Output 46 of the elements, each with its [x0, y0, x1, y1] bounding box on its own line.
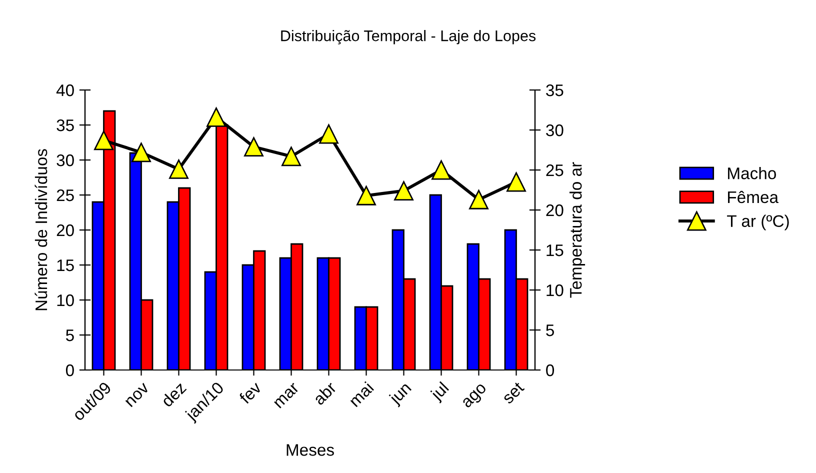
y2-tick-label: 5	[546, 324, 554, 336]
y-tick-label: 0	[66, 364, 74, 376]
y-tick-label: 40	[56, 84, 74, 96]
point	[94, 130, 114, 150]
x-tick-label: mai	[348, 381, 374, 408]
x-tick-label: fev	[238, 380, 262, 405]
point	[206, 107, 226, 127]
y-tick-label: 30	[56, 154, 74, 166]
y-tick-label: 35	[56, 119, 74, 132]
point	[506, 172, 526, 192]
point	[356, 186, 376, 206]
point	[394, 181, 414, 201]
y-axis-title: Número de Indivíduos	[34, 149, 48, 310]
y2-tick-label: 0	[546, 364, 554, 376]
x-tick-label: nov	[125, 382, 150, 408]
y-tick-label: 15	[57, 260, 74, 272]
y2-tick-label: 15	[546, 244, 564, 256]
y-tick-label: 5	[66, 330, 74, 342]
y2-axis-title: Temperatura do ar	[570, 162, 586, 298]
x-tick-label: mar	[274, 382, 300, 409]
point	[169, 159, 188, 179]
y-tick-label: 10	[57, 294, 74, 306]
legend-label: T ar (ºC)	[727, 214, 789, 230]
x-tick-label: abr	[312, 380, 338, 406]
point	[244, 137, 264, 157]
point	[132, 142, 151, 162]
x-tick-label: jul	[429, 381, 452, 404]
y2-tick-label: 25	[546, 164, 564, 176]
chart-title: Distribuição Temporal - Laje do Lopes	[281, 30, 536, 44]
point	[282, 146, 301, 166]
point	[319, 124, 338, 144]
y2-tick-label: 30	[546, 124, 564, 136]
x-axis-title: Meses	[286, 444, 334, 456]
point	[469, 190, 488, 210]
x-tick-label: dez	[160, 381, 187, 408]
x-tick-label: set	[502, 381, 525, 404]
y2-tick-label: 20	[546, 204, 564, 216]
point	[432, 160, 451, 180]
y2-tick-label: 10	[546, 284, 564, 296]
legend-label: Macho	[728, 167, 776, 180]
y-tick-label: 20	[56, 224, 74, 236]
x-tick-label: jun	[388, 381, 414, 408]
x-tick-label: ago	[462, 383, 490, 411]
legend-label: Fêmea	[728, 190, 779, 204]
y-tick-label: 25	[56, 189, 74, 202]
y2-tick-label: 35	[546, 84, 564, 96]
